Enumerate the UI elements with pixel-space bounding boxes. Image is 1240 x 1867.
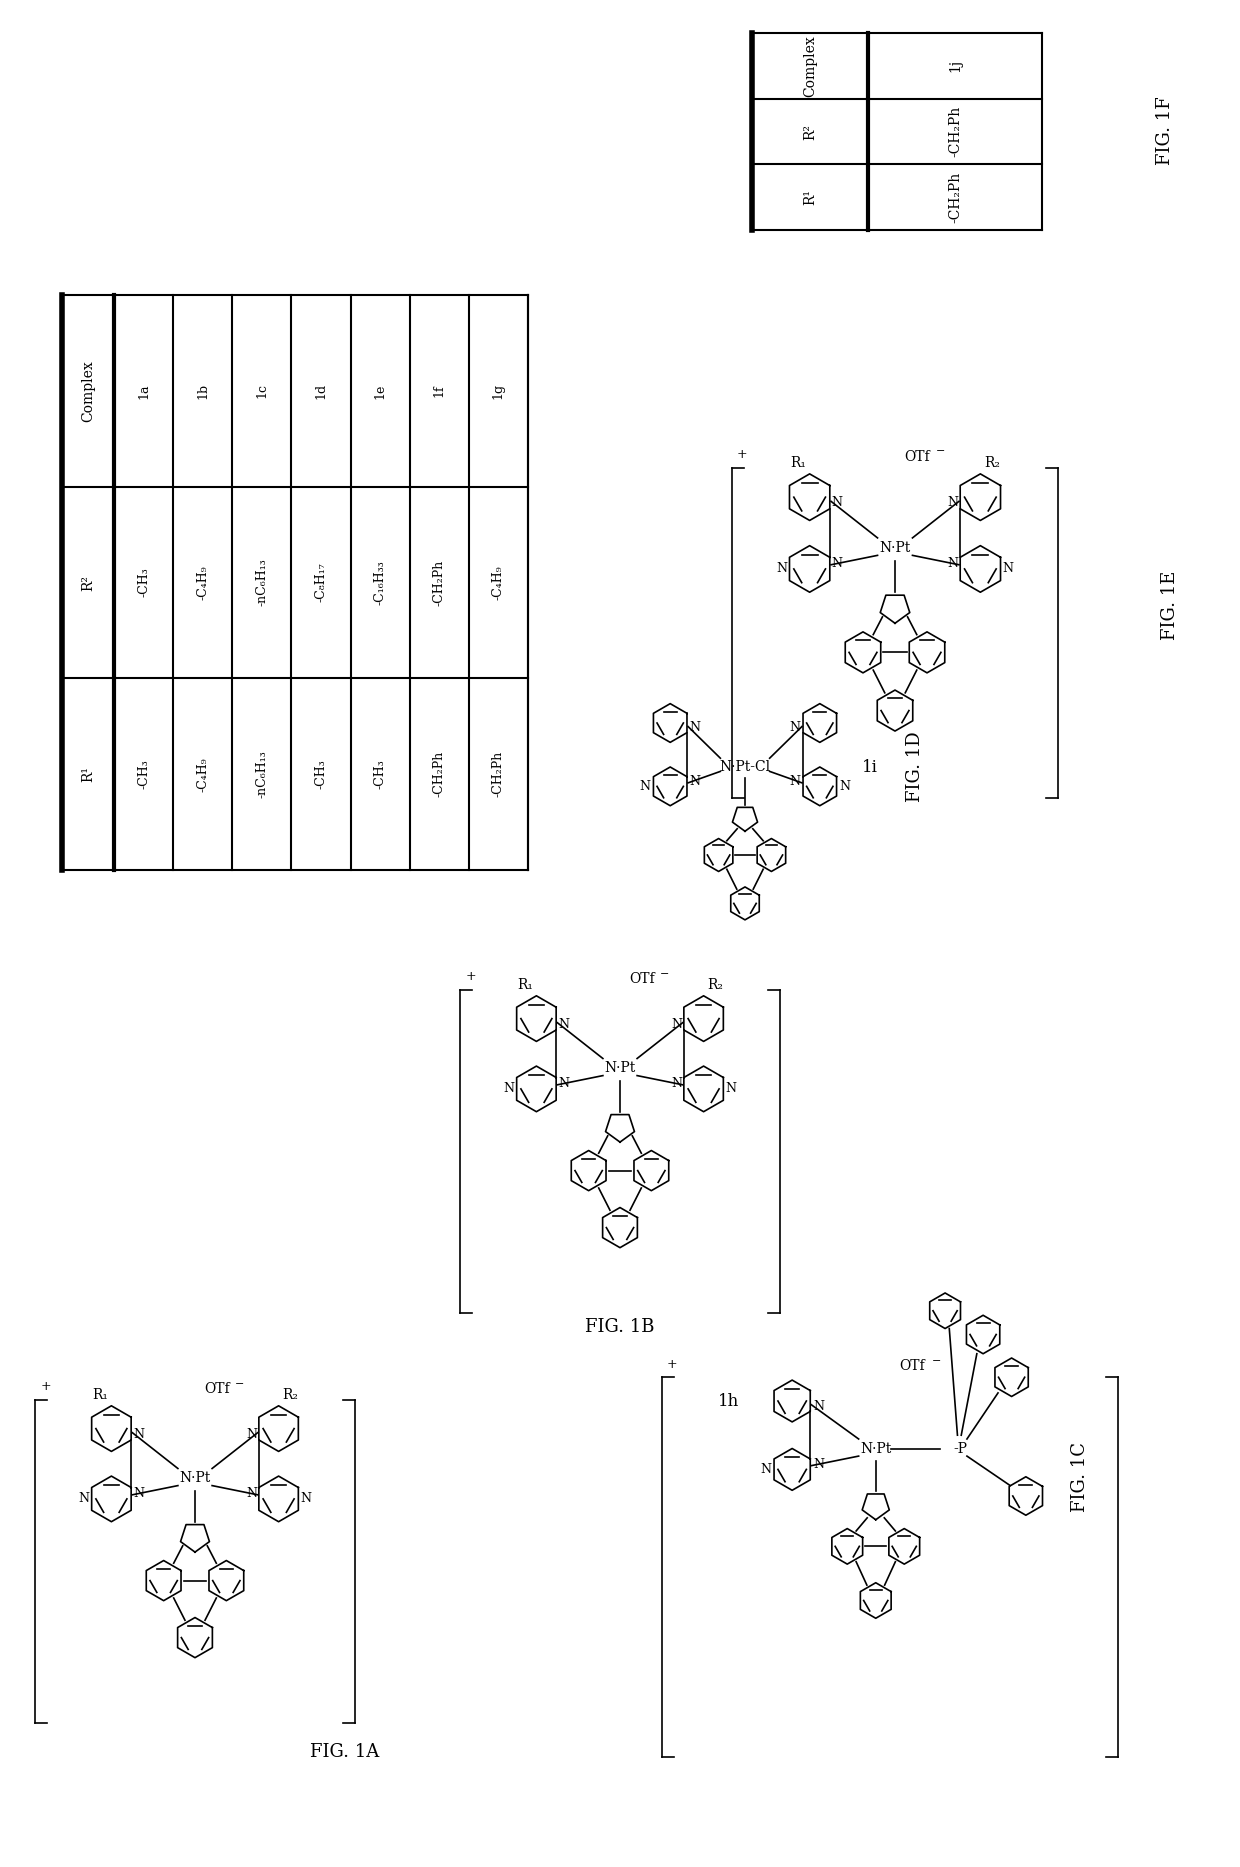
Text: +: + xyxy=(40,1380,51,1393)
Text: -nC₆H₁₃: -nC₆H₁₃ xyxy=(255,558,268,607)
Text: N·Pt-Cl: N·Pt-Cl xyxy=(719,760,770,775)
Text: N: N xyxy=(790,775,801,788)
Text: FIG. 1F: FIG. 1F xyxy=(1156,97,1174,166)
Text: FIG. 1A: FIG. 1A xyxy=(310,1744,379,1761)
Text: N: N xyxy=(246,1486,257,1499)
Text: N: N xyxy=(832,497,843,510)
Text: N: N xyxy=(760,1464,771,1477)
Text: 1e: 1e xyxy=(373,383,387,398)
Text: +: + xyxy=(667,1357,677,1370)
Text: OTf: OTf xyxy=(905,450,930,465)
Text: -CH₃: -CH₃ xyxy=(373,760,387,790)
Text: N: N xyxy=(133,1428,144,1441)
Text: N: N xyxy=(1002,562,1013,575)
Text: 1i: 1i xyxy=(862,758,878,775)
Text: -CH₂Ph: -CH₂Ph xyxy=(433,751,446,797)
Text: −: − xyxy=(660,969,670,978)
Text: OTf: OTf xyxy=(205,1382,231,1397)
Text: R₂: R₂ xyxy=(281,1387,298,1402)
Text: +: + xyxy=(737,448,748,461)
Text: N·Pt: N·Pt xyxy=(604,1060,636,1075)
Text: N: N xyxy=(133,1486,144,1499)
Text: N: N xyxy=(813,1400,825,1413)
Text: -CH₂Ph: -CH₂Ph xyxy=(949,106,962,157)
Text: N: N xyxy=(558,1018,569,1031)
Text: OTf: OTf xyxy=(630,973,655,986)
Text: N·Pt: N·Pt xyxy=(879,541,910,554)
Text: R²: R² xyxy=(804,123,817,140)
Text: R₁: R₁ xyxy=(790,456,806,470)
Text: N: N xyxy=(689,775,701,788)
Text: 1h: 1h xyxy=(718,1393,739,1410)
Text: -C₄H₉: -C₄H₉ xyxy=(196,566,210,599)
Text: 1a: 1a xyxy=(138,383,150,398)
Text: N: N xyxy=(790,721,801,734)
Text: FIG. 1E: FIG. 1E xyxy=(1161,569,1179,640)
Text: 1j: 1j xyxy=(949,60,962,73)
Text: R₁: R₁ xyxy=(517,978,533,991)
Text: N: N xyxy=(839,780,851,793)
Text: R²: R² xyxy=(81,575,95,590)
Text: N: N xyxy=(671,1077,682,1090)
Text: −: − xyxy=(931,1355,941,1367)
Text: -CH₂Ph: -CH₂Ph xyxy=(433,560,446,605)
Text: +: + xyxy=(465,971,476,984)
Text: -C₈H₁₇: -C₈H₁₇ xyxy=(315,562,327,603)
Text: N·Pt: N·Pt xyxy=(180,1471,211,1484)
Text: R₁: R₁ xyxy=(92,1387,108,1402)
Text: FIG. 1C: FIG. 1C xyxy=(1071,1441,1089,1512)
Text: Complex: Complex xyxy=(81,360,95,422)
Text: N: N xyxy=(79,1492,89,1505)
Text: N: N xyxy=(813,1458,825,1471)
Text: -CH₃: -CH₃ xyxy=(138,568,150,597)
Text: -CH₂Ph: -CH₂Ph xyxy=(492,751,505,797)
Text: -nC₆H₁₃: -nC₆H₁₃ xyxy=(255,751,268,797)
Text: FIG. 1D: FIG. 1D xyxy=(906,732,924,803)
Text: N: N xyxy=(832,556,843,569)
Text: N: N xyxy=(671,1018,682,1031)
Text: -CH₂Ph: -CH₂Ph xyxy=(949,172,962,222)
Text: −: − xyxy=(936,446,945,456)
Text: N·Pt: N·Pt xyxy=(861,1441,892,1456)
Text: −: − xyxy=(234,1378,244,1389)
Text: FIG. 1B: FIG. 1B xyxy=(585,1318,655,1337)
Text: OTf: OTf xyxy=(899,1359,925,1374)
Text: 1c: 1c xyxy=(255,383,268,398)
Text: Complex: Complex xyxy=(804,35,817,97)
Text: N: N xyxy=(503,1083,515,1096)
Text: 1f: 1f xyxy=(433,385,446,398)
Text: -C₁₆H₃₃: -C₁₆H₃₃ xyxy=(373,560,387,605)
Text: -CH₃: -CH₃ xyxy=(138,760,150,790)
Text: -C₄H₉: -C₄H₉ xyxy=(196,756,210,792)
Text: 1d: 1d xyxy=(315,383,327,400)
Text: N: N xyxy=(776,562,787,575)
Text: N: N xyxy=(640,780,651,793)
Text: -C₄H₉: -C₄H₉ xyxy=(492,566,505,599)
Text: 1g: 1g xyxy=(492,383,505,400)
Text: -P: -P xyxy=(954,1441,967,1456)
Text: R¹: R¹ xyxy=(804,189,817,205)
Text: N: N xyxy=(558,1077,569,1090)
Text: R¹: R¹ xyxy=(81,765,95,782)
Text: N: N xyxy=(725,1083,737,1096)
Text: -CH₃: -CH₃ xyxy=(315,760,327,790)
Text: N: N xyxy=(689,721,701,734)
Text: N: N xyxy=(947,556,959,569)
Text: N: N xyxy=(300,1492,311,1505)
Text: 1b: 1b xyxy=(196,383,210,400)
Text: R₂: R₂ xyxy=(707,978,723,991)
Text: N: N xyxy=(947,497,959,510)
Text: R₂: R₂ xyxy=(985,456,999,470)
Text: N: N xyxy=(246,1428,257,1441)
